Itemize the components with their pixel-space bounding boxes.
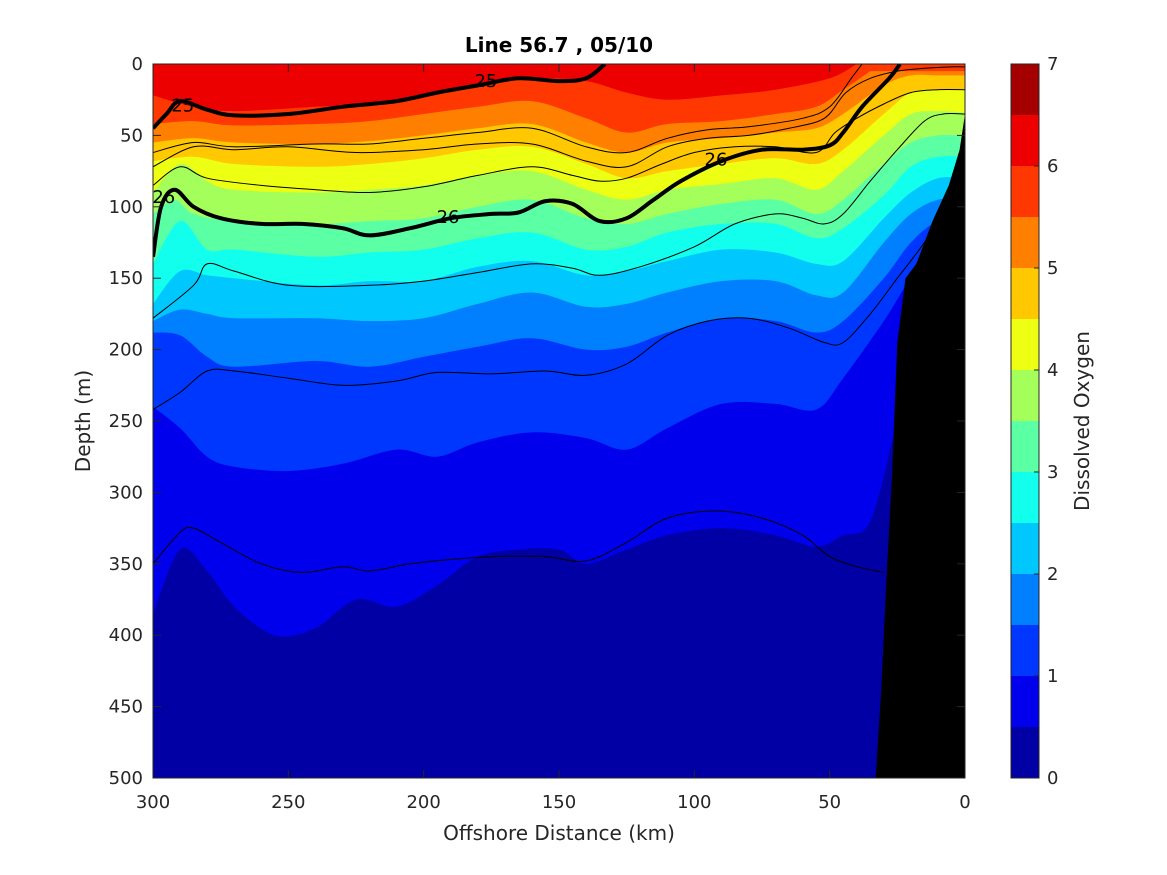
x-axis-title: Offshore Distance (km) <box>443 821 675 845</box>
colorbar-tick-label: 4 <box>1047 360 1058 381</box>
contour-label-25: 25 <box>474 71 497 92</box>
y-axis: 0 50 100 150 200 250 300 350 400 450 500 <box>109 54 965 789</box>
colorbar-block <box>1011 523 1039 574</box>
colorbar-block <box>1011 676 1039 727</box>
colorbar-block <box>1011 64 1039 115</box>
colorbar-tick-label: 3 <box>1047 462 1058 483</box>
density-contour-thin-2 <box>153 64 863 154</box>
colorbar-block <box>1011 370 1039 421</box>
density-contour-layer <box>153 64 965 573</box>
colorbar-block <box>1011 421 1039 472</box>
colorbar-block <box>1011 472 1039 523</box>
colorbar-block <box>1011 727 1039 778</box>
colorbar-block <box>1011 625 1039 676</box>
contour-label-25: 25 <box>171 95 194 116</box>
y-tick-label: 0 <box>132 54 143 75</box>
colorbar-blocks <box>1011 64 1039 778</box>
colorbar-block <box>1011 319 1039 370</box>
contour-label-26: 26 <box>705 150 728 171</box>
y-tick-label: 250 <box>109 411 143 432</box>
plot-area <box>153 64 965 778</box>
oxygen-fill-layer <box>153 64 965 778</box>
colorbar-tick-label: 2 <box>1047 564 1058 585</box>
density-contour-thin-6 <box>153 192 965 411</box>
x-tick-label: 100 <box>677 792 711 813</box>
y-axis-title: Depth (m) <box>71 370 95 472</box>
colorbar-frame <box>1010 63 1040 779</box>
y-tick-label: 100 <box>109 197 143 218</box>
contour-label-26: 26 <box>152 187 175 208</box>
x-tick-label: 300 <box>136 792 170 813</box>
colorbar-block <box>1011 574 1039 625</box>
colorbar-block <box>1011 115 1039 166</box>
bathymetry-layer <box>875 114 965 778</box>
density-contour-25 <box>153 64 607 130</box>
x-tick-label: 150 <box>542 792 576 813</box>
y-tick-label: 150 <box>109 268 143 289</box>
oxygen-band-0 <box>153 708 965 778</box>
oxygen-band-0.5 <box>153 275 965 778</box>
colorbar-tick-label: 6 <box>1047 156 1058 177</box>
bathymetry-shelf <box>875 114 965 778</box>
y-tick-label: 500 <box>109 768 143 789</box>
y-tick-label: 50 <box>120 125 143 146</box>
contour-label-26: 26 <box>437 207 460 228</box>
y-tick-label: 350 <box>109 554 143 575</box>
density-contour-thin-7 <box>153 510 884 573</box>
colorbar-title: Dissolved Oxygen <box>1070 331 1094 511</box>
density-contour-thin-5 <box>153 112 965 319</box>
colorbar-tick-label: 0 <box>1047 768 1058 789</box>
x-tick-label: 50 <box>818 792 841 813</box>
x-tick-label: 250 <box>271 792 305 813</box>
colorbar-tick-label: 7 <box>1047 54 1058 75</box>
y-tick-label: 400 <box>109 625 143 646</box>
density-contour-26 <box>153 64 902 258</box>
colorbar-tick-label: 1 <box>1047 666 1058 687</box>
y-tick-label: 200 <box>109 340 143 361</box>
density-contour-thin-4 <box>153 88 965 194</box>
x-axis: 300 250 200 150 100 50 0 <box>136 64 971 813</box>
colorbar-axis: 0 1 2 3 4 5 6 7 <box>1034 54 1058 789</box>
colorbar-block <box>1011 217 1039 268</box>
colorbar-block <box>1011 268 1039 319</box>
colorbar: 0 1 2 3 4 5 6 7 Dissolved Oxygen <box>1010 54 1094 789</box>
x-tick-label: 0 <box>959 792 970 813</box>
colorbar-block <box>1011 166 1039 217</box>
y-tick-label: 450 <box>109 697 143 718</box>
density-contour-thin-3 <box>153 66 965 168</box>
colorbar-tick-label: 5 <box>1047 258 1058 279</box>
x-tick-label: 200 <box>406 792 440 813</box>
contour-label-layer: 25 25 26 26 26 <box>152 71 728 228</box>
y-tick-label: 300 <box>109 482 143 503</box>
chart-title: Line 56.7 , 05/10 <box>465 33 653 57</box>
